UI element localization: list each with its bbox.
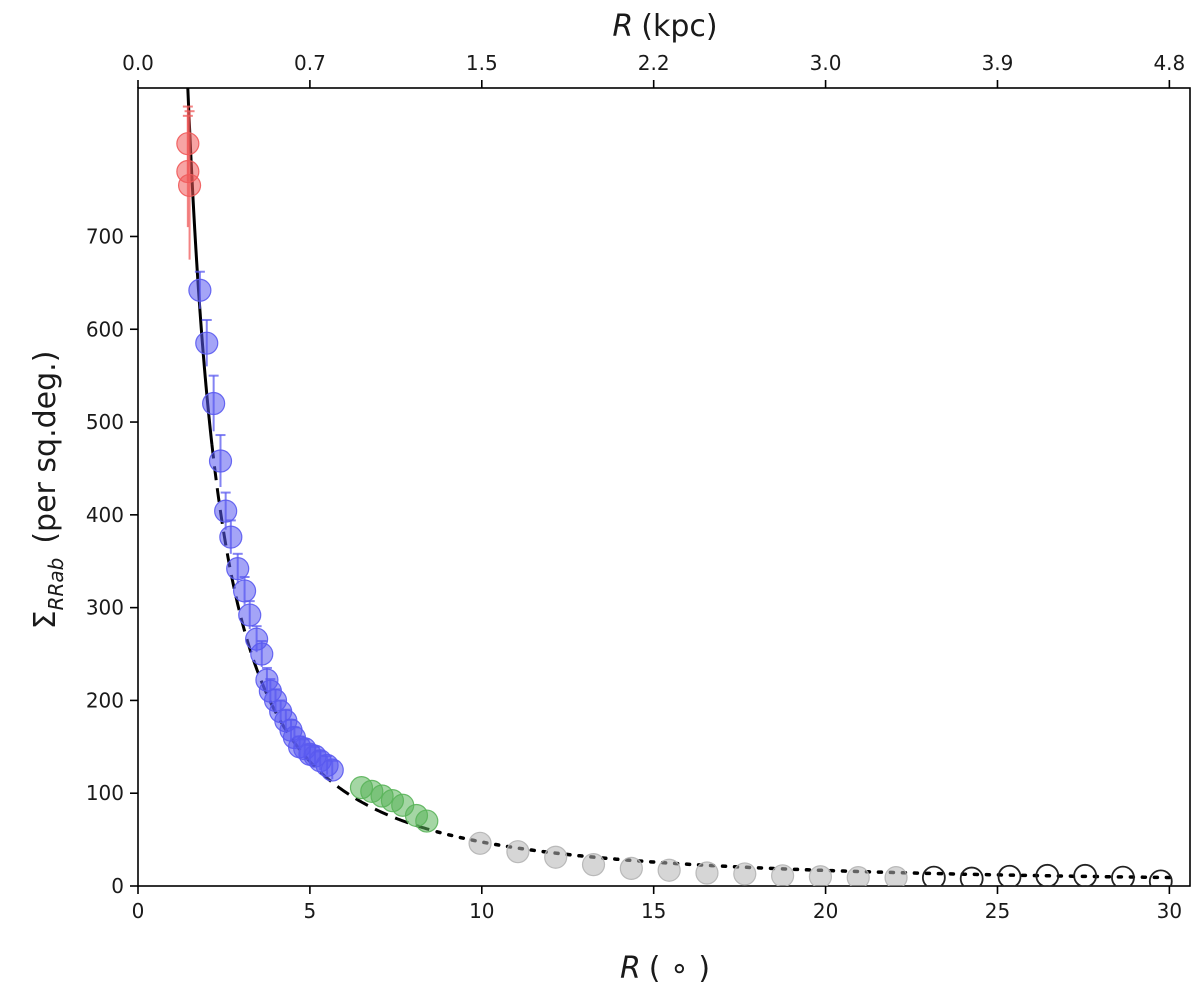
y-tick-label: 200	[86, 688, 124, 712]
top-x-tick-label: 0.7	[294, 51, 326, 75]
data-point-gray	[733, 862, 757, 886]
data-point-blue	[232, 579, 257, 603]
x-tick-label: 15	[641, 899, 666, 923]
data-point-blue	[238, 603, 262, 627]
data-point-gray	[619, 856, 643, 880]
data-point-gray	[581, 853, 606, 877]
top-x-tick-label: 1.5	[466, 51, 498, 75]
data-point-blue	[188, 278, 212, 302]
data-point-red	[177, 173, 202, 198]
data-point-open	[1148, 869, 1173, 886]
data-point-gray	[468, 831, 492, 855]
x-tick-label: 25	[985, 899, 1010, 923]
data-point-open	[1111, 865, 1135, 886]
data-point-open	[1035, 863, 1060, 886]
x-tick-label: 30	[1157, 899, 1182, 923]
data-point-blue	[208, 449, 233, 473]
x-axis-label: R( ∘ )	[620, 951, 710, 986]
y-tick-label: 500	[86, 410, 124, 434]
data-point-gray	[506, 840, 530, 864]
data-point-open	[1073, 863, 1098, 886]
data-point-blue	[195, 331, 219, 355]
data-point-gray	[657, 858, 681, 882]
bottom-x-axis: 0 5 10 15 20 25 30	[132, 886, 1182, 923]
y-axis-subscript: RRab	[44, 558, 68, 611]
plot-border	[137, 87, 1191, 887]
data-point-gray	[808, 865, 833, 886]
y-tick-label: 0	[111, 874, 124, 898]
data-point-open	[921, 865, 946, 886]
data-point-gray	[884, 866, 908, 886]
y-axis-label: ΣRRab (per sq.deg.)	[28, 351, 68, 630]
y-tick-label: 600	[86, 317, 124, 341]
top-x-axis: 0.0 0.7 1.5 2.2 3.0 3.9 4.8	[122, 51, 1185, 88]
top-x-tick-label: 0.0	[122, 51, 154, 75]
y-axis-symbol: Σ	[28, 610, 63, 629]
plot-frame	[137, 87, 1191, 887]
y-tick-label: 300	[86, 596, 124, 620]
data-point-blue	[226, 557, 250, 581]
top-x-tick-label: 3.9	[982, 51, 1014, 75]
top-x-tick-label: 2.2	[638, 51, 670, 75]
x-tick-label: 0	[132, 899, 145, 923]
top-x-axis-unit: (kpc)	[641, 9, 717, 44]
data-point-green	[415, 809, 439, 833]
top-x-tick-label: 3.0	[810, 51, 842, 75]
data-point-blue	[214, 499, 238, 523]
top-x-tick-label: 4.8	[1153, 51, 1185, 75]
data-point-gray	[544, 845, 568, 869]
y-axis: 0 100 200 300 400 500 600 700	[86, 224, 138, 898]
x-tick-label: 20	[813, 899, 838, 923]
top-x-axis-symbol: R	[612, 9, 633, 44]
data-point-blue	[250, 642, 274, 666]
x-tick-label: 5	[304, 899, 317, 923]
data-point-open	[959, 866, 984, 886]
y-tick-label: 100	[86, 781, 124, 805]
data-point-blue	[219, 525, 243, 549]
data-point-gray	[771, 864, 795, 886]
data-point-blue	[320, 758, 344, 782]
data-point-blue	[202, 391, 226, 416]
data-point-gray	[846, 866, 870, 886]
x-axis-unit: ( ∘ )	[649, 951, 710, 986]
y-axis-unit: (per sq.deg.)	[28, 351, 63, 544]
fit-curve	[186, 88, 1172, 880]
x-tick-label: 10	[469, 899, 494, 923]
y-tick-label: 700	[86, 224, 124, 248]
x-axis-symbol: R	[620, 951, 641, 986]
data-points	[176, 105, 1173, 886]
data-point-gray	[695, 861, 719, 885]
y-tick-label: 400	[86, 503, 124, 527]
data-point-open	[997, 864, 1022, 886]
top-x-axis-label: R (kpc)	[612, 9, 717, 44]
